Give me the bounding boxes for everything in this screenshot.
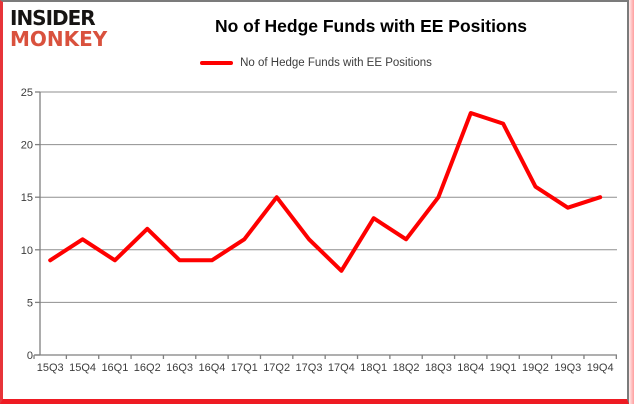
x-tick-label: 17Q4 xyxy=(328,362,355,374)
y-tick-label: 5 xyxy=(27,297,33,309)
insider-monkey-logo: INSIDER MONKEY xyxy=(10,8,107,50)
x-tick-label: 16Q1 xyxy=(101,362,128,374)
y-tick-label: 10 xyxy=(21,245,33,257)
x-tick-label: 17Q3 xyxy=(296,362,323,374)
x-tick-label: 15Q4 xyxy=(69,362,96,374)
x-tick-label: 17Q1 xyxy=(231,362,258,374)
x-tick-label: 18Q1 xyxy=(360,362,387,374)
chart-legend: No of Hedge Funds with EE Positions xyxy=(0,57,632,69)
y-tick-label: 0 xyxy=(27,350,33,362)
x-tick-label: 19Q3 xyxy=(554,362,581,374)
legend-label: No of Hedge Funds with EE Positions xyxy=(240,57,432,69)
x-tick-label: 19Q4 xyxy=(587,362,614,374)
y-tick-label: 25 xyxy=(21,87,33,99)
x-tick-label: 19Q2 xyxy=(522,362,549,374)
x-tick-label: 18Q3 xyxy=(425,362,452,374)
legend-line-swatch xyxy=(200,61,234,65)
y-tick-label: 15 xyxy=(21,192,33,204)
y-tick-label: 20 xyxy=(21,140,33,152)
page-title: No of Hedge Funds with EE Positions xyxy=(214,16,528,36)
x-tick-label: 16Q3 xyxy=(166,362,193,374)
x-tick-label: 15Q3 xyxy=(37,362,64,374)
x-tick-label: 17Q2 xyxy=(263,362,290,374)
series-line xyxy=(48,111,603,273)
x-tick-label: 16Q2 xyxy=(134,362,161,374)
logo-text-monkey: MONKEY xyxy=(10,27,108,51)
logo-text-insider: INSIDER xyxy=(10,6,96,30)
x-tick-label: 19Q1 xyxy=(490,362,517,374)
x-tick-label: 18Q2 xyxy=(393,362,420,374)
x-tick-label: 16Q4 xyxy=(198,362,225,374)
x-tick-label: 18Q4 xyxy=(457,362,484,374)
